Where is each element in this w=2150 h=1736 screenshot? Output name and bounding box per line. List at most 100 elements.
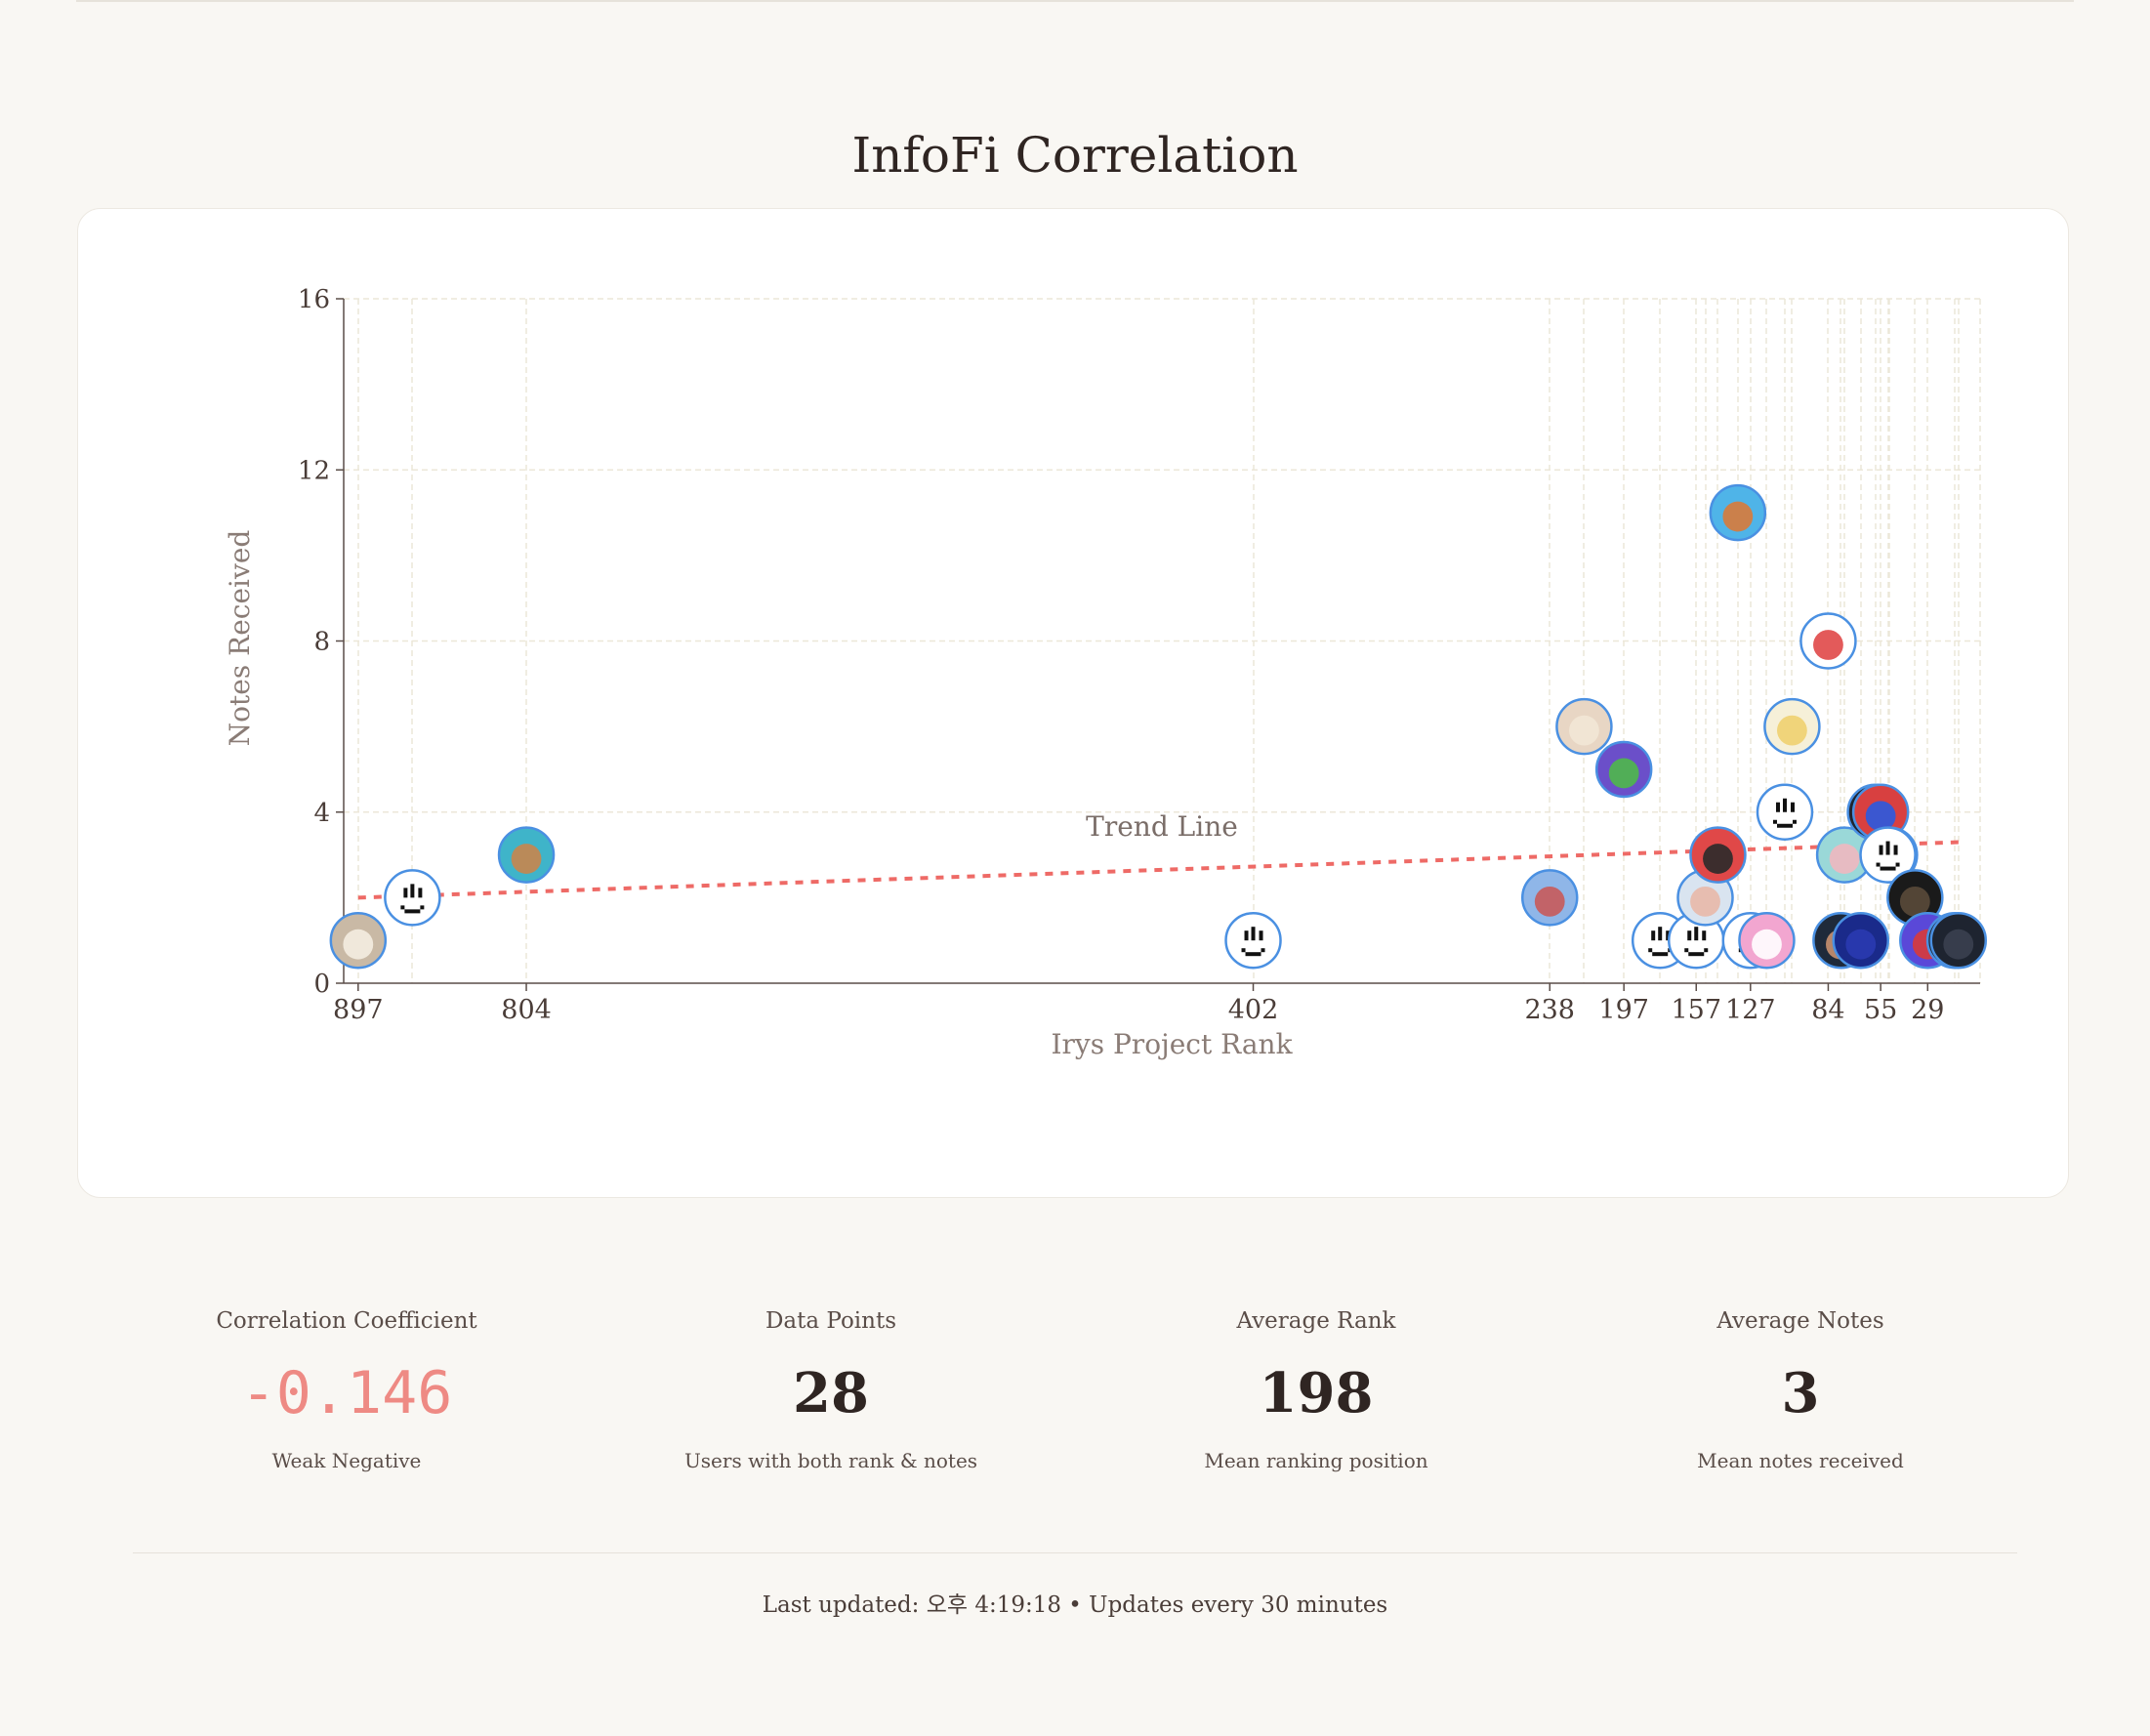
dark-anime-avatar — [1886, 869, 1944, 927]
pixel-face-part — [1251, 927, 1256, 941]
green-monster-avatar — [1594, 740, 1653, 799]
anime-girl-bunny-hat-avatar — [1555, 697, 1613, 756]
pixel-face-part — [1245, 952, 1261, 957]
x-tick-label: 29 — [1911, 995, 1944, 1025]
teal-anime-avatar — [1815, 826, 1874, 884]
pixel-face-part — [1775, 802, 1780, 812]
pixel-face-part — [1702, 930, 1707, 941]
x-tick-label: 84 — [1811, 995, 1844, 1025]
avatar-figure — [1752, 929, 1782, 960]
x-tick-label: 402 — [1228, 995, 1279, 1025]
avatar-figure — [1722, 501, 1754, 532]
pixel-face-part — [1652, 952, 1669, 957]
stat-desc: Mean notes received — [1697, 1449, 1904, 1472]
red-robot-avatar — [1851, 783, 1910, 841]
anime-girl-blue-hat-avatar — [1520, 869, 1579, 927]
last-updated-footer: Last updated: 오후 4:19:18 • Updates every… — [762, 1592, 1388, 1618]
avatar-figure — [1943, 929, 1974, 960]
trend-line — [357, 840, 1963, 900]
x-tick-label: 897 — [333, 995, 384, 1025]
x-tick-label: 127 — [1725, 995, 1776, 1025]
avatar-figure — [1703, 844, 1733, 874]
avatar-figure — [1608, 758, 1639, 789]
pixel-face-part — [1880, 866, 1896, 871]
bottom-divider — [133, 1552, 2017, 1553]
pixel-face-part — [1688, 952, 1705, 957]
avatar-figure — [1899, 886, 1930, 917]
stat-desc: Mean ranking position — [1204, 1449, 1428, 1472]
pixel-face-part — [1648, 948, 1653, 953]
avatar-figure — [1690, 886, 1720, 917]
avatar-figure — [343, 929, 374, 960]
girl-portrait-avatar — [1676, 869, 1734, 927]
stat-average-rank: Average Rank 198 Mean ranking position — [1072, 1308, 1560, 1472]
pixel-face-part — [1893, 845, 1898, 855]
anime-red-hair-avatar — [1689, 826, 1747, 884]
stat-label: Data Points — [765, 1308, 897, 1334]
avatar-figure — [1776, 715, 1807, 746]
pixel-face-part — [404, 909, 421, 914]
stat-label: Average Notes — [1716, 1308, 1884, 1334]
x-tick-label: 238 — [1524, 995, 1575, 1025]
pixel-face-part — [1790, 802, 1795, 812]
pixel-face-part — [1895, 862, 1900, 867]
pixel-face-avatar — [1756, 783, 1814, 841]
stat-data-points: Data Points 28 Users with both rank & no… — [587, 1308, 1075, 1472]
stat-average-notes: Average Notes 3 Mean notes received — [1556, 1308, 2045, 1472]
pixel-face-part — [1658, 927, 1663, 941]
stat-correlation: Correlation Coefficient -0.146 Weak Nega… — [103, 1308, 591, 1472]
avatar-figure — [1865, 801, 1896, 832]
stat-value: 3 — [1781, 1361, 1820, 1426]
orange-character-avatar — [1709, 483, 1767, 542]
x-tick-label: 197 — [1598, 995, 1649, 1025]
avatar-figure — [1813, 630, 1843, 660]
x-tick-label: 804 — [501, 995, 552, 1025]
pixel-face-part — [1261, 948, 1265, 953]
pixel-face-part — [1666, 930, 1671, 941]
pixel-face-part — [1651, 930, 1656, 941]
pixel-face-part — [1876, 862, 1881, 867]
avatar-figure — [1845, 929, 1877, 960]
y-tick-label: 12 — [298, 456, 330, 485]
avatar-figure — [1534, 886, 1565, 917]
y-tick-label: 4 — [313, 799, 330, 828]
pixel-face-part — [1792, 819, 1797, 824]
top-divider — [76, 0, 2074, 2]
blonde-anime-avatar — [1763, 697, 1821, 756]
stat-value: 198 — [1259, 1361, 1374, 1426]
pixel-face-part — [1244, 930, 1249, 941]
pixel-face-part — [1885, 841, 1890, 855]
pixel-face-part — [1684, 948, 1689, 953]
scatter-chart: 0 4 8 12 16 897 804 402 238 197 157 127 84 55 29 Irys P… — [224, 285, 1988, 1060]
pixel-face-part — [400, 905, 405, 910]
pixel-face-avatar — [1859, 826, 1917, 884]
pixel-face-part — [1259, 930, 1263, 941]
pixel-face-part — [1776, 823, 1793, 828]
pixel-face-part — [403, 888, 408, 898]
pixel-face-avatar — [1224, 911, 1282, 970]
x-tick-label: 157 — [1671, 995, 1721, 1025]
panda-avatar — [1799, 612, 1857, 670]
y-tick-label: 16 — [298, 285, 330, 314]
pixel-face-part — [1694, 927, 1699, 941]
dark-blob-avatar — [1929, 911, 1988, 970]
y-tick-label: 0 — [313, 970, 330, 999]
page-title: InfoFi Correlation — [851, 126, 1299, 184]
stat-label: Correlation Coefficient — [216, 1308, 477, 1334]
chart-card: 0 4 8 12 16 897 804 402 238 197 157 127 84 55 29 Irys P… — [77, 208, 2069, 1198]
y-tick-label: 8 — [313, 628, 330, 657]
avatar-figure — [1829, 844, 1860, 874]
trend-line-label: Trend Line — [1086, 810, 1238, 843]
pixel-face-part — [1772, 819, 1777, 824]
pink-avatar — [1738, 911, 1796, 970]
stat-value: 28 — [793, 1361, 869, 1426]
pixel-face-part — [410, 884, 415, 898]
pixel-face-part — [1687, 930, 1692, 941]
x-axis-label: Irys Project Rank — [1051, 1028, 1293, 1060]
pixel-face-part — [420, 905, 425, 910]
x-tick-label: 55 — [1864, 995, 1897, 1025]
capybara-avatar — [497, 826, 556, 884]
avatar-figure — [1569, 715, 1599, 746]
pixel-face-part — [1241, 948, 1246, 953]
y-axis-label: Notes Received — [224, 530, 256, 747]
